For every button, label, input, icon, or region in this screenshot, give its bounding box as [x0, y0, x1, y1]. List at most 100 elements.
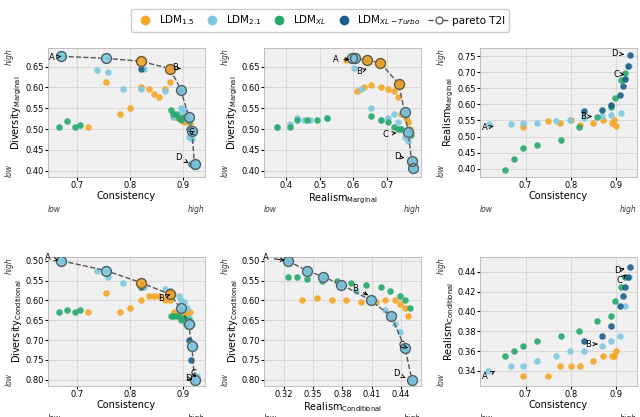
- Point: [518, 119, 529, 126]
- Text: high: high: [221, 48, 230, 65]
- Point: [618, 293, 628, 300]
- Point: [399, 133, 410, 140]
- Point: [609, 353, 620, 359]
- Point: [579, 348, 589, 354]
- Point: [403, 119, 413, 126]
- Point: [160, 88, 170, 95]
- Point: [623, 63, 633, 69]
- Point: [618, 82, 628, 89]
- Point: [365, 81, 376, 88]
- Text: A: A: [482, 123, 493, 132]
- Point: [393, 94, 403, 101]
- Point: [375, 59, 385, 66]
- Point: [189, 377, 199, 383]
- Point: [184, 113, 194, 120]
- Point: [165, 287, 175, 294]
- Point: [506, 121, 516, 128]
- Point: [282, 257, 292, 264]
- Point: [179, 315, 189, 322]
- Point: [83, 123, 93, 130]
- Point: [101, 55, 111, 62]
- Text: high: high: [620, 205, 637, 214]
- Text: B: B: [352, 284, 367, 295]
- Point: [403, 313, 413, 320]
- Point: [390, 297, 401, 304]
- Point: [399, 108, 410, 115]
- Point: [518, 343, 529, 349]
- Text: low: low: [480, 205, 493, 214]
- Point: [341, 297, 351, 304]
- Point: [189, 159, 200, 166]
- Point: [144, 86, 154, 93]
- Point: [159, 86, 170, 93]
- Text: low: low: [221, 164, 230, 177]
- Text: high: high: [221, 257, 230, 274]
- Point: [624, 273, 634, 280]
- Point: [189, 161, 200, 168]
- Point: [383, 115, 393, 122]
- Point: [181, 317, 191, 324]
- Point: [483, 367, 493, 374]
- Point: [292, 117, 302, 124]
- Point: [349, 65, 359, 72]
- Point: [615, 303, 625, 310]
- Point: [598, 353, 608, 359]
- Point: [616, 77, 626, 83]
- X-axis label: Consistency: Consistency: [97, 400, 156, 410]
- Point: [606, 102, 616, 108]
- Point: [606, 111, 616, 118]
- Text: high: high: [404, 414, 420, 417]
- Point: [596, 106, 607, 113]
- Point: [136, 86, 146, 93]
- Point: [376, 84, 386, 90]
- Point: [181, 305, 191, 312]
- Point: [179, 107, 189, 113]
- Point: [301, 117, 312, 124]
- Point: [393, 119, 403, 126]
- Point: [400, 345, 410, 352]
- Point: [184, 118, 195, 124]
- Text: low: low: [436, 164, 445, 177]
- Point: [404, 125, 415, 132]
- Point: [399, 127, 410, 134]
- Text: high: high: [188, 414, 205, 417]
- Point: [403, 138, 413, 144]
- Point: [184, 317, 195, 324]
- Point: [588, 358, 598, 364]
- Point: [184, 321, 194, 328]
- Point: [136, 65, 146, 72]
- Point: [317, 273, 328, 280]
- Text: high: high: [436, 257, 445, 274]
- Text: high: high: [188, 205, 205, 214]
- Text: D: D: [186, 374, 192, 383]
- Point: [76, 307, 86, 314]
- Point: [346, 55, 356, 62]
- Text: high: high: [404, 205, 420, 214]
- Point: [115, 309, 125, 316]
- Point: [611, 348, 621, 354]
- X-axis label: Consistency: Consistency: [97, 191, 156, 201]
- Point: [317, 275, 328, 282]
- Point: [405, 305, 415, 312]
- Point: [282, 257, 292, 264]
- Point: [350, 55, 360, 62]
- Point: [184, 126, 194, 132]
- Point: [322, 115, 332, 122]
- Point: [165, 65, 175, 72]
- Text: B: B: [172, 63, 180, 73]
- Text: low: low: [48, 414, 61, 417]
- Point: [399, 111, 410, 118]
- Point: [179, 113, 189, 120]
- Point: [596, 333, 607, 339]
- Point: [615, 91, 625, 98]
- Point: [305, 117, 316, 124]
- Point: [336, 281, 346, 288]
- Point: [389, 111, 399, 118]
- Text: high: high: [436, 48, 445, 65]
- Point: [346, 279, 356, 286]
- Point: [285, 123, 295, 130]
- Text: A: A: [263, 253, 284, 262]
- Point: [165, 65, 175, 72]
- Point: [54, 123, 64, 130]
- Point: [83, 309, 93, 316]
